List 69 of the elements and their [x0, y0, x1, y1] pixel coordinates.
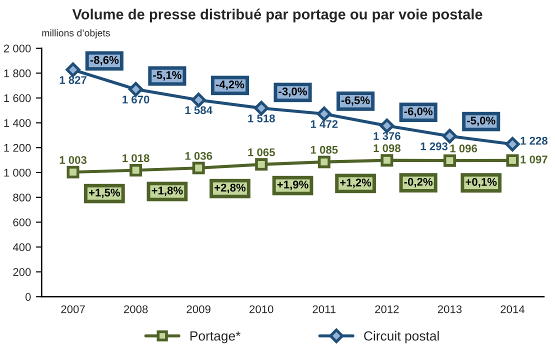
data-label: 1 376 [374, 132, 400, 140]
x-tick-label: 2012 [375, 305, 399, 314]
annotation: -6,5% [341, 96, 370, 106]
annotation: +1,5% [88, 188, 120, 198]
data-label: 1 098 [374, 144, 400, 152]
data-label: 1 085 [310, 146, 338, 154]
data-label: 1 472 [310, 120, 338, 128]
data-label: 1 036 [185, 152, 212, 160]
point [505, 136, 520, 152]
y-tick-label: 1 800 [4, 69, 31, 78]
data-label: 1 293 [420, 142, 448, 150]
legend-label: Circuit postal [364, 330, 439, 344]
y-axis-title: millions d’objets [42, 29, 110, 38]
y-tick-label: 200 [13, 268, 31, 276]
annotation: +2,8% [214, 184, 246, 194]
point [128, 82, 144, 97]
annotation: -4,2% [216, 80, 244, 90]
point [316, 106, 332, 122]
data-label: 1 096 [450, 144, 478, 152]
x-tick-label: 2009 [186, 305, 210, 314]
y-tick-label: 800 [13, 194, 31, 202]
point [506, 154, 519, 167]
y-tick-label: 1 000 [4, 168, 31, 177]
annotation: -5,0% [467, 116, 496, 126]
x-tick-label: 2013 [438, 305, 462, 314]
point [254, 100, 269, 116]
y-tick-label: 1 400 [4, 119, 31, 127]
y-tick-label: 600 [13, 218, 31, 226]
annotation: -3,0% [278, 88, 307, 97]
data-label: 1 097 [520, 156, 548, 164]
point [318, 156, 330, 168]
y-tick-label: 1 600 [4, 94, 31, 102]
x-tick-label: 2014 [500, 305, 525, 314]
legend-label: Portage* [190, 331, 241, 344]
y-tick-label: 400 [12, 243, 31, 252]
point [255, 158, 268, 171]
point [380, 154, 394, 167]
y-tick-label: 0 [25, 292, 31, 301]
data-label: 1 518 [248, 114, 275, 122]
point [380, 118, 394, 134]
point [191, 92, 206, 108]
point [443, 154, 456, 167]
point [442, 128, 458, 144]
data-label: 1 827 [60, 76, 86, 84]
annotation: -0,2% [404, 178, 433, 188]
x-tick-label: 2007 [61, 305, 85, 314]
annotation: -6,0% [404, 107, 433, 117]
data-label: 1 065 [248, 148, 275, 156]
annotation: +0,1% [466, 178, 497, 188]
annotation: -5,1% [153, 71, 182, 81]
annotation: -8,6% [90, 56, 119, 66]
data-label: 1 584 [185, 106, 212, 114]
x-tick-label: 2010 [250, 305, 274, 314]
point [130, 164, 142, 177]
y-tick-label: 1 200 [4, 144, 31, 152]
data-label: 1 003 [60, 156, 87, 164]
data-label: 1 228 [520, 136, 548, 145]
data-label: 1 018 [122, 154, 150, 162]
annotation: +1,9% [277, 180, 308, 190]
point [66, 62, 80, 78]
annotation: +1,8% [152, 186, 183, 196]
point [66, 166, 80, 178]
data-label: 1 670 [122, 96, 150, 104]
x-tick-label: 2011 [312, 305, 336, 314]
x-tick-label: 2008 [124, 305, 148, 314]
chart-title: Volume de presse distribué par portage ou par voie postale [72, 8, 482, 22]
point [192, 162, 205, 174]
annotation: +1,2% [340, 178, 372, 188]
y-tick-label: 2 000 [4, 44, 31, 52]
